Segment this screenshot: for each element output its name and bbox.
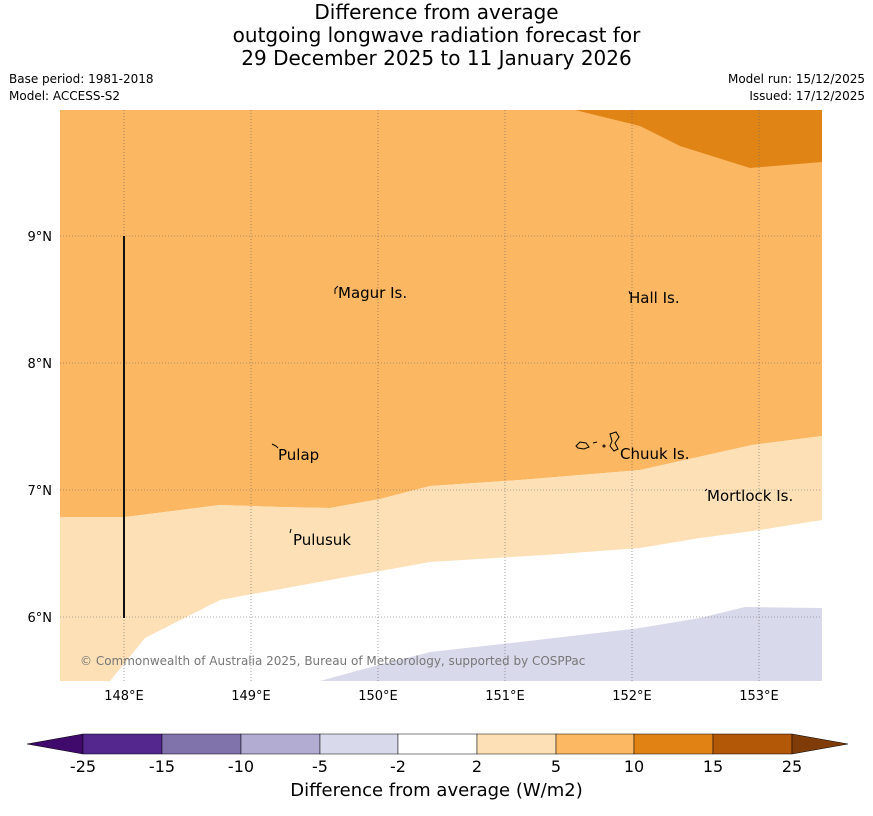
place-label-pulusuk: Pulusuk [293, 531, 351, 549]
lat-axis-labels: 9°N 8°N 7°N 6°N [28, 230, 53, 626]
island-magur [334, 285, 339, 294]
lon-label-150: 150°E [358, 689, 398, 704]
title-line-1: Difference from average [314, 0, 559, 24]
lat-label-9: 9°N [28, 230, 53, 245]
colorbar-seg-4 [319, 733, 399, 755]
issued-date: Issued: 17/12/2025 [749, 89, 865, 103]
lon-label-148: 148°E [104, 689, 144, 704]
colorbar-tick-label: -5 [312, 757, 328, 776]
meta-left: Base period: 1981-2018 Model: ACCESS-S2 [9, 71, 154, 105]
colorbar [26, 733, 849, 755]
colorbar-tick-label: -25 [70, 757, 96, 776]
colorbar-seg-9 [712, 733, 793, 755]
title-line-2: outgoing longwave radiation forecast for [232, 23, 641, 47]
chart-title: Difference from average outgoing longwav… [0, 1, 873, 70]
island-mortlock [704, 488, 708, 492]
contour-band-2-5 [60, 436, 822, 681]
island-hall [628, 290, 631, 295]
colorbar-seg-5 [397, 733, 478, 755]
map-plot-area [60, 110, 822, 681]
colorbar-ticks: -25 -15 -10 -5 -2 2 5 10 15 25 [70, 757, 802, 776]
colorbar-tick-label: 25 [782, 757, 802, 776]
colorbar-seg-8 [633, 733, 714, 755]
colorbar-seg-2 [161, 733, 242, 755]
colorbar-tick-label: -10 [228, 757, 254, 776]
lat-label-6: 6°N [28, 611, 53, 626]
contour-band-10-15 [575, 110, 822, 168]
colorbar-seg-1 [82, 733, 163, 755]
colorbar-title: Difference from average (W/m2) [290, 780, 583, 801]
model-name: Model: ACCESS-S2 [9, 89, 121, 103]
meta-right: Model run: 15/12/2025 Issued: 17/12/2025 [728, 71, 865, 105]
colorbar-tick-label: 10 [624, 757, 644, 776]
place-label-hall: Hall Is. [629, 289, 680, 307]
colorbar-tick-label: 15 [703, 757, 723, 776]
place-label-mortlock: Mortlock Is. [707, 487, 793, 505]
colorbar-seg-3 [240, 733, 321, 755]
lat-label-7: 7°N [28, 484, 53, 499]
lon-label-151: 151°E [485, 689, 525, 704]
colorbar-seg-7 [555, 733, 635, 755]
island-pulap [271, 443, 279, 449]
contour-band-5-10 [60, 110, 822, 517]
lon-axis-labels: 148°E 149°E 150°E 151°E 152°E 153°E [104, 689, 779, 704]
island-shapes [271, 285, 708, 534]
place-labels: Magur Is. Hall Is. Pulap Chuuk Is. Mortl… [278, 284, 793, 549]
model-run: Model run: 15/12/2025 [727, 72, 865, 86]
island-pulusuk [289, 528, 292, 534]
colorbar-tick-label: 2 [472, 757, 482, 776]
colorbar-seg-6 [476, 733, 557, 755]
title-line-3: 29 December 2025 to 11 January 2026 [241, 46, 632, 70]
base-period: Base period: 1981-2018 [9, 72, 154, 86]
island-chuuk [575, 431, 620, 452]
lat-label-8: 8°N [28, 357, 53, 372]
colorbar-extend-low [26, 733, 84, 755]
place-label-chuuk: Chuuk Is. [620, 445, 689, 463]
place-label-magur: Magur Is. [338, 284, 407, 302]
place-label-pulap: Pulap [278, 446, 319, 464]
lon-label-153: 153°E [739, 689, 779, 704]
colorbar-tick-label: 5 [551, 757, 561, 776]
colorbar-tick-label: -2 [390, 757, 406, 776]
gridlines [60, 110, 822, 681]
colorbar-extend-high [791, 733, 849, 755]
contour-band-neg5-neg2 [320, 607, 822, 681]
lon-label-152: 152°E [612, 689, 652, 704]
colorbar-tick-label: -15 [149, 757, 175, 776]
copyright-notice: © Commonwealth of Australia 2025, Bureau… [80, 654, 585, 668]
lon-label-149: 149°E [231, 689, 271, 704]
